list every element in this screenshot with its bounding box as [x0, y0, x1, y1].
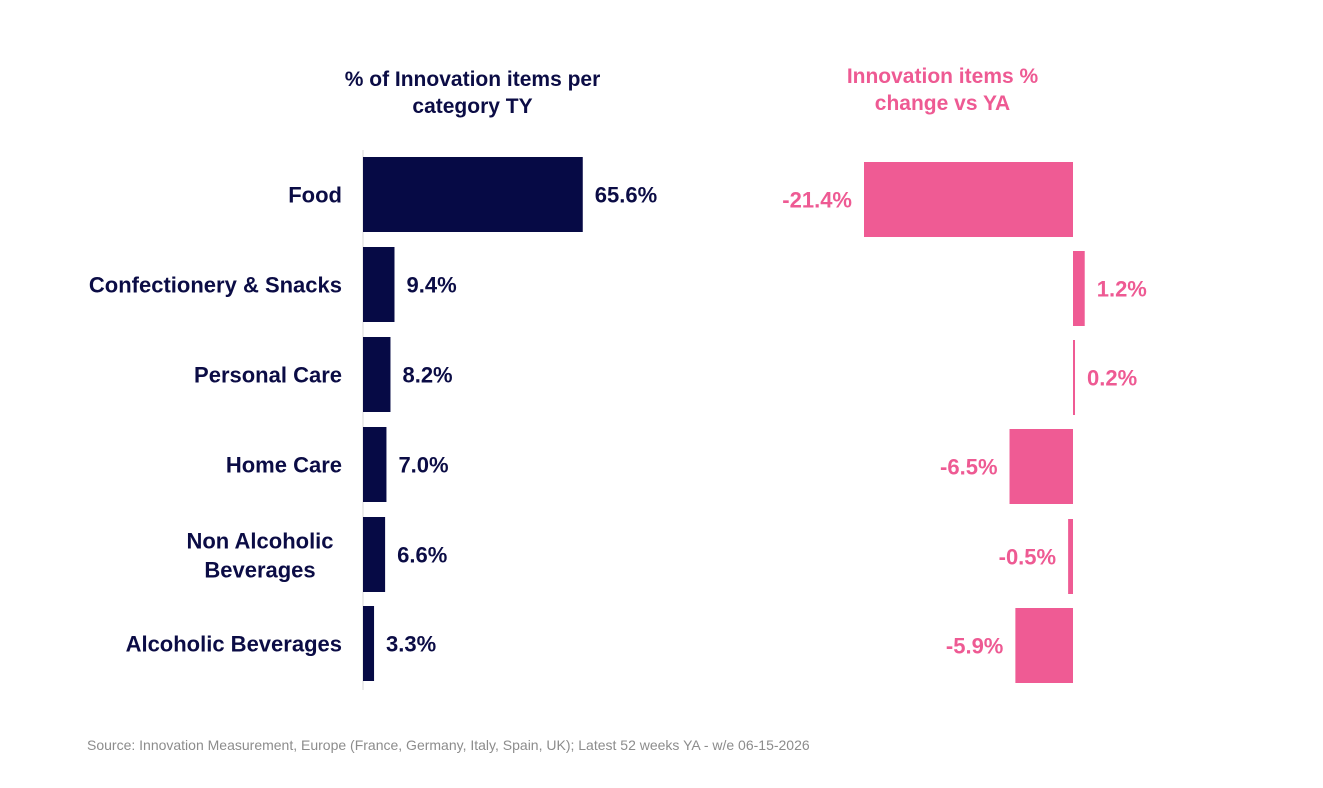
left-bar-food	[363, 157, 583, 232]
left-bar-confectionery-snacks	[363, 247, 395, 322]
left-value-label: 65.6%	[595, 183, 657, 208]
category-label-confectionery-snacks: Confectionery & Snacks	[89, 273, 342, 298]
category-label-food: Food	[288, 183, 342, 208]
right-bar-food	[864, 162, 1073, 237]
right-value-label: -0.5%	[999, 545, 1056, 570]
right-bar-alcoholic-beverages	[1015, 608, 1073, 683]
source-note: Source: Innovation Measurement, Europe (…	[87, 737, 810, 753]
left-value-label: 6.6%	[397, 543, 447, 568]
right-value-label: -6.5%	[940, 455, 997, 480]
left-value-label: 3.3%	[386, 632, 436, 657]
right-bar-home-care	[1009, 429, 1073, 504]
right-value-label: 0.2%	[1087, 366, 1137, 391]
left-chart-title: % of Innovation items per category TY	[344, 68, 601, 118]
category-label-non-alcoholic-beverages: Non Alcoholic Beverages	[186, 529, 333, 583]
right-bar-non-alcoholic-beverages	[1068, 519, 1073, 594]
right-value-label: 1.2%	[1097, 277, 1147, 302]
left-bar-non-alcoholic-beverages	[363, 517, 386, 592]
right-value-label: -5.9%	[946, 634, 1003, 659]
left-value-label: 8.2%	[402, 363, 452, 388]
left-value-label: 7.0%	[398, 453, 448, 478]
right-bar-personal-care	[1073, 340, 1075, 415]
left-bar-personal-care	[363, 337, 391, 412]
category-label-home-care: Home Care	[226, 453, 342, 478]
right-value-label: -21.4%	[782, 188, 852, 213]
left-bar-home-care	[363, 427, 387, 502]
left-value-label: 9.4%	[406, 273, 456, 298]
left-bar-alcoholic-beverages	[363, 606, 375, 681]
category-label-personal-care: Personal Care	[194, 363, 342, 388]
right-bar-confectionery-snacks	[1073, 251, 1085, 326]
category-label-alcoholic-beverages: Alcoholic Beverages	[126, 632, 342, 657]
right-chart-title: Innovation items % change vs YA	[846, 65, 1039, 115]
